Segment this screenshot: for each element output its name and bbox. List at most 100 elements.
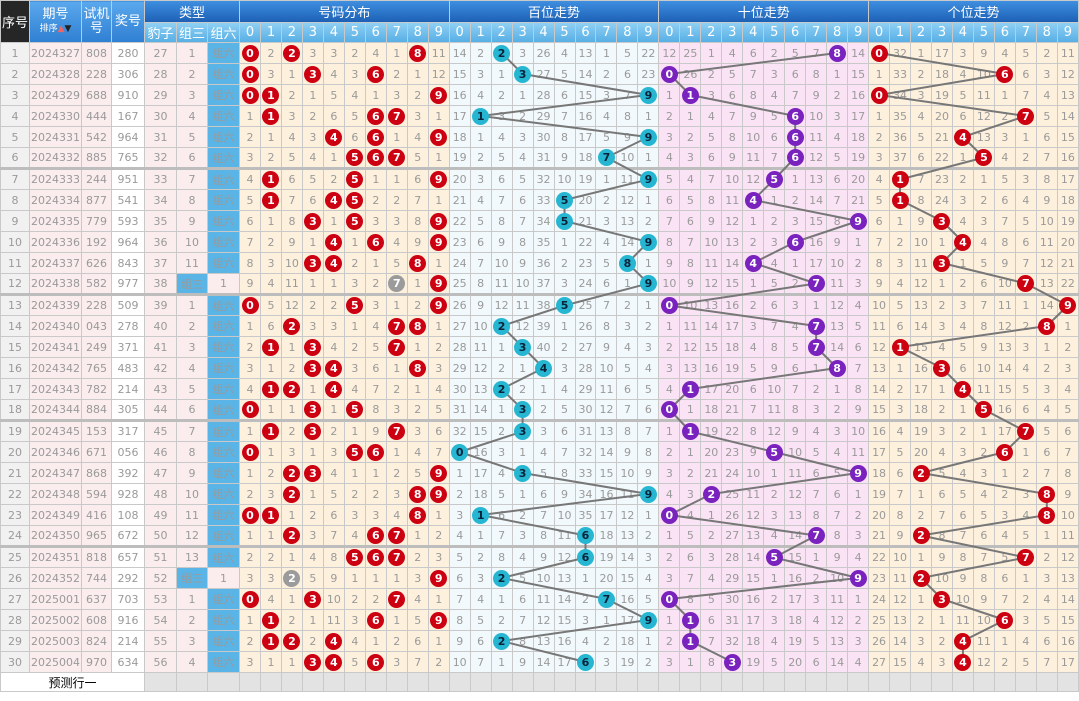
row-bai-cell: 5 (469, 609, 492, 631)
row-dist-cell: 1 (427, 147, 450, 170)
row-shi-cell: 12 (658, 42, 681, 64)
shi-hit-ball: 3 (723, 653, 741, 671)
row-shi-cell: 6 (784, 231, 807, 253)
prediction-cell[interactable] (721, 672, 744, 692)
header-period[interactable]: 期号 排序▲▼ (29, 0, 82, 43)
prediction-cell[interactable] (742, 672, 765, 692)
prediction-cell[interactable] (144, 672, 177, 692)
prediction-cell[interactable] (364, 672, 387, 692)
prediction-cell[interactable] (176, 672, 208, 692)
prediction-cell[interactable] (206, 672, 241, 692)
prediction-cell[interactable] (385, 672, 408, 692)
prediction-cell[interactable] (993, 672, 1016, 692)
prediction-cell[interactable] (406, 672, 429, 692)
prediction-cell[interactable] (637, 672, 660, 692)
prediction-cell[interactable] (805, 672, 828, 692)
header-draw: 奖号 (111, 0, 145, 43)
prediction-cell[interactable] (889, 672, 912, 692)
prediction-cell[interactable] (1014, 672, 1037, 692)
prediction-cell[interactable] (511, 672, 534, 692)
row-type-zusan: 2 (176, 609, 208, 631)
row-type-zusan: 13 (176, 546, 208, 568)
prediction-cell[interactable] (784, 672, 807, 692)
row-dist-cell: 12 (280, 294, 303, 316)
dist-hit-ball: 7 (388, 549, 406, 566)
row-test-number: 688 (81, 84, 112, 106)
row-seq: 11 (0, 252, 30, 274)
prediction-cell[interactable] (427, 672, 450, 692)
row-draw-number: 278 (111, 315, 145, 337)
prediction-cell[interactable] (700, 672, 723, 692)
row-bai-cell: 18 (595, 525, 618, 548)
dist-hit-ball: 5 (346, 191, 364, 209)
row-bai-cell: 2 (469, 147, 492, 170)
prediction-cell[interactable] (490, 672, 513, 692)
row-ge-cell: 2 (951, 420, 974, 442)
row-ge-cell: 11 (1056, 525, 1079, 548)
row-ge-cell: 3 (1035, 63, 1058, 85)
row-ge-cell: 12 (910, 273, 932, 296)
row-bai-cell: 3 (511, 126, 534, 148)
row-bai-cell: 3 (448, 504, 471, 526)
row-shi-cell: 3 (763, 504, 786, 526)
row-bai-cell: 26 (448, 294, 471, 316)
prediction-cell[interactable] (259, 672, 282, 692)
prediction-cell[interactable] (826, 672, 849, 692)
row-ge-cell: 22 (930, 147, 953, 170)
bai-hit-ball: 9 (639, 611, 657, 629)
prediction-cell[interactable] (847, 672, 870, 692)
prediction-cell[interactable] (595, 672, 618, 692)
row-ge-cell: 4 (951, 126, 974, 148)
row-shi-cell: 6 (826, 168, 849, 190)
prediction-row-label[interactable]: 预测行一 (0, 672, 145, 692)
prediction-cell[interactable] (301, 672, 324, 692)
row-bai-cell: 1 (490, 399, 513, 422)
row-shi-cell: 5 (784, 336, 807, 358)
prediction-cell[interactable] (553, 672, 576, 692)
prediction-cell[interactable] (280, 672, 303, 692)
table-row: 11 2024337 626 843 37 11 组六 8 3 10 3 4 2 1 5 8 1 24 7 10 9 36… (0, 252, 1079, 274)
prediction-cell[interactable] (951, 672, 974, 692)
row-bai-cell: 5 (553, 189, 576, 211)
row-shi-cell: 5 (658, 168, 681, 190)
prediction-cell[interactable] (448, 672, 471, 692)
row-shi-cell: 7 (826, 189, 849, 211)
prediction-cell[interactable] (930, 672, 953, 692)
prediction-cell[interactable] (910, 672, 932, 692)
dist-hit-ball: 9 (430, 233, 448, 251)
prediction-cell[interactable] (1056, 672, 1079, 692)
prediction-cell[interactable] (469, 672, 492, 692)
row-bai-cell: 9 (637, 168, 660, 190)
row-shi-cell: 22 (721, 420, 744, 442)
prediction-cell[interactable] (322, 672, 345, 692)
row-dist-cell: 1 (301, 231, 324, 253)
row-dist-cell: 2 (239, 336, 261, 358)
prediction-cell[interactable] (574, 672, 597, 692)
row-dist-cell: 1 (364, 252, 387, 274)
prediction-cell[interactable] (343, 672, 366, 692)
row-shi-cell: 11 (721, 189, 744, 211)
row-bai-cell: 3 (469, 567, 492, 589)
row-shi-cell: 24 (721, 462, 744, 484)
prediction-cell[interactable] (763, 672, 786, 692)
shi-hit-ball: 8 (828, 359, 846, 377)
row-bai-cell: 17 (616, 609, 639, 631)
row-draw-number: 214 (111, 378, 145, 400)
row-dist-cell: 2 (280, 567, 303, 589)
prediction-cell[interactable] (1035, 672, 1058, 692)
row-shi-cell: 3 (847, 273, 870, 296)
sort-button[interactable]: 排序▲▼ (31, 22, 81, 36)
prediction-cell[interactable] (658, 672, 681, 692)
prediction-cell[interactable] (239, 672, 261, 692)
dist-hit-ball: 6 (367, 549, 385, 566)
row-bai-cell: 4 (553, 378, 576, 400)
dist-hit-ball: 0 (241, 401, 259, 418)
prediction-cell[interactable] (616, 672, 639, 692)
row-shi-cell: 9 (700, 210, 723, 232)
prediction-cell[interactable] (868, 672, 891, 692)
prediction-cell[interactable] (972, 672, 995, 692)
prediction-cell[interactable] (532, 672, 555, 692)
row-shi-cell: 1 (847, 588, 870, 610)
prediction-cell[interactable] (679, 672, 702, 692)
row-dist-cell: 2 (280, 630, 303, 652)
